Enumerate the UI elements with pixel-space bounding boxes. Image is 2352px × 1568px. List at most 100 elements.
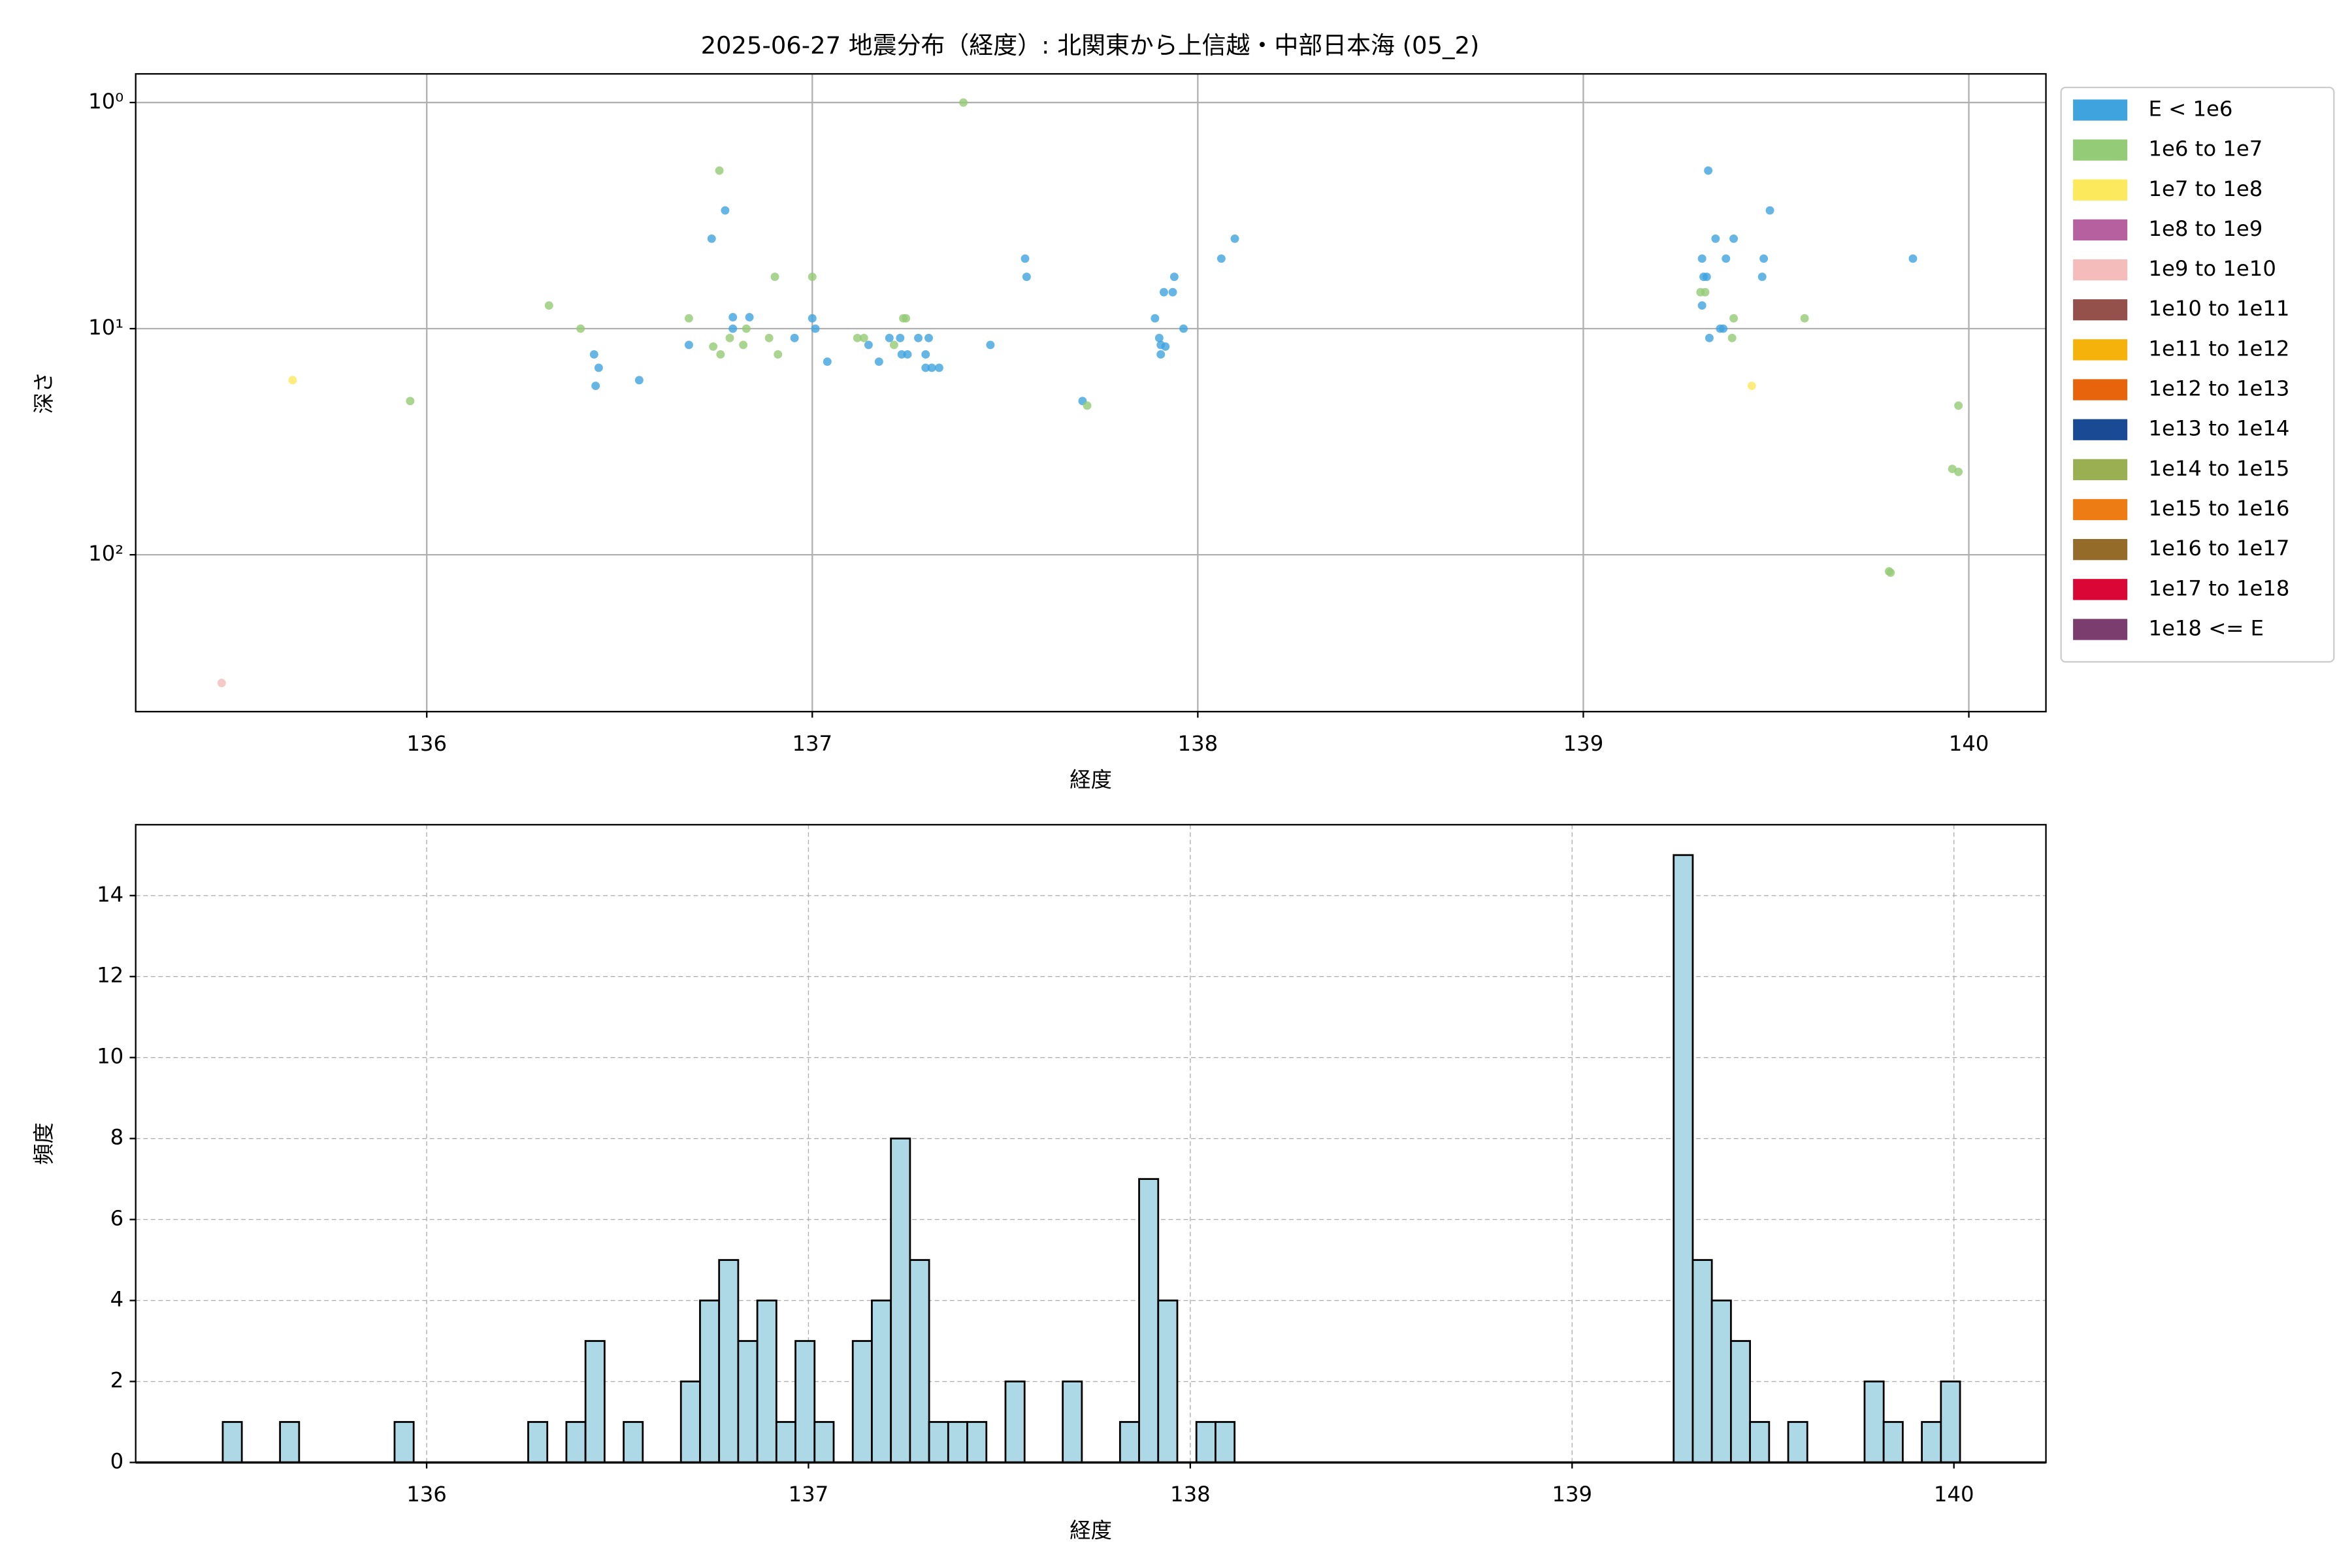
legend-swatch [2073, 259, 2128, 281]
point [1908, 254, 1918, 263]
point [790, 333, 799, 342]
point [924, 333, 933, 342]
legend-label: 1e14 to 1e15 [2148, 456, 2289, 481]
bar [928, 1421, 949, 1463]
point [739, 340, 748, 350]
bar [1921, 1421, 1942, 1463]
point [1697, 254, 1707, 263]
legend-swatch [2073, 579, 2128, 600]
point [1168, 287, 1177, 297]
point [217, 678, 226, 687]
point [1954, 401, 1963, 410]
legend-swatch [2073, 379, 2128, 400]
bar [1787, 1421, 1808, 1463]
point [709, 342, 718, 351]
x-tick-label: 140 [1934, 1482, 1974, 1507]
point [889, 340, 898, 350]
bar [1863, 1380, 1885, 1463]
point [1759, 254, 1769, 263]
point [1151, 314, 1160, 323]
point [864, 340, 873, 350]
point [986, 340, 995, 350]
point [1702, 272, 1711, 282]
legend-label: 1e12 to 1e13 [2148, 376, 2289, 401]
x-tick-label: 137 [789, 1482, 829, 1507]
point [1704, 166, 1713, 175]
x-axis-label: 経度 [1070, 1518, 1112, 1543]
y-tick-label: 10¹ [88, 315, 123, 340]
point [1154, 333, 1164, 342]
point [774, 350, 783, 359]
legend-label: 1e9 to 1e10 [2148, 256, 2276, 281]
bar [1730, 1340, 1751, 1463]
point [1729, 314, 1739, 323]
bar [279, 1421, 301, 1463]
y-tick-label: 12 [97, 963, 123, 988]
bar [756, 1299, 777, 1463]
bar [890, 1137, 911, 1463]
legend-label: 1e10 to 1e11 [2148, 296, 2289, 321]
bar [1138, 1178, 1160, 1463]
chart-title: 2025-06-27 地震分布（経度）: 北関東から上信越・中部日本海 (05_… [701, 31, 1480, 59]
point [897, 350, 906, 359]
legend-box [2060, 86, 2335, 663]
legend-swatch [2073, 219, 2128, 241]
point [903, 350, 912, 359]
bar [1691, 1259, 1713, 1463]
bar [393, 1421, 415, 1463]
point [1800, 314, 1809, 323]
legend-label: 1e11 to 1e12 [2148, 336, 2289, 361]
legend-label: 1e6 to 1e7 [2148, 137, 2262, 161]
y-tick-label: 4 [110, 1287, 124, 1312]
point [1217, 254, 1226, 263]
bar [1749, 1421, 1771, 1463]
legend-label: 1e8 to 1e9 [2148, 216, 2262, 241]
point [589, 350, 598, 359]
bar [1157, 1299, 1179, 1463]
point [1722, 254, 1731, 263]
point [1021, 254, 1030, 263]
legend-swatch [2073, 539, 2128, 561]
point [544, 301, 553, 310]
point [721, 206, 730, 215]
bar [718, 1259, 740, 1463]
y-tick-label: 14 [97, 882, 123, 907]
point [707, 234, 716, 243]
point [764, 333, 774, 342]
point [853, 333, 862, 342]
bar [909, 1259, 930, 1463]
x-tick-label: 139 [1552, 1482, 1592, 1507]
bar [1004, 1380, 1026, 1463]
point [1719, 324, 1728, 333]
legend-swatch [2073, 619, 2128, 640]
legend-swatch [2073, 419, 2128, 440]
bar [565, 1421, 587, 1463]
x-tick-label: 136 [406, 731, 447, 756]
x-tick-label: 140 [1949, 731, 1989, 756]
bar [775, 1421, 796, 1463]
point [634, 376, 644, 385]
bar [947, 1421, 968, 1463]
bar [1940, 1380, 1961, 1463]
legend-swatch [2073, 139, 2128, 161]
legend-label: 1e16 to 1e17 [2148, 536, 2289, 561]
x-tick-label: 137 [792, 731, 832, 756]
y-tick-label: 6 [110, 1206, 124, 1231]
point [1711, 234, 1720, 243]
bar [851, 1340, 873, 1463]
legend-label: 1e18 <= E [2148, 615, 2264, 640]
point [1697, 301, 1707, 310]
point [1156, 350, 1166, 359]
bar [1062, 1380, 1083, 1463]
point [1701, 287, 1710, 297]
bar [1673, 854, 1694, 1463]
axes-frame [135, 824, 2047, 1463]
point [1083, 401, 1092, 410]
legend-label: 1e17 to 1e18 [2148, 576, 2289, 600]
point [1159, 287, 1168, 297]
point [716, 350, 725, 359]
bar [623, 1421, 644, 1463]
point [902, 314, 911, 323]
